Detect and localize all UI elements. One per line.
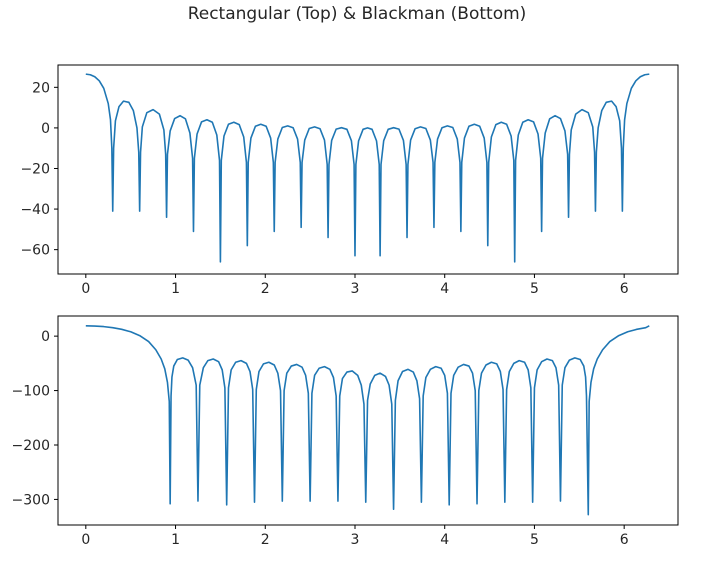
x-tick-label: 4 <box>440 281 449 297</box>
x-tick-label: 6 <box>620 281 629 297</box>
x-tick-label: 1 <box>171 532 180 548</box>
figure-title: Rectangular (Top) & Blackman (Bottom) <box>188 4 527 24</box>
x-tick-label: 1 <box>171 281 180 297</box>
x-tick-label: 3 <box>351 532 360 548</box>
y-tick-label: −200 <box>12 438 50 454</box>
x-tick-label: 2 <box>261 281 270 297</box>
axes-frame <box>57 315 679 526</box>
y-tick-label: 20 <box>32 80 50 96</box>
x-tick-label: 0 <box>81 281 90 297</box>
x-tick-label: 5 <box>530 281 539 297</box>
x-tick-label: 5 <box>530 532 539 548</box>
y-tick-label: 0 <box>41 329 50 345</box>
y-tick-label: 0 <box>41 121 50 137</box>
top-axes: 0 1 2 3 4 5 6 20 0 −20 −40 −60 <box>20 64 679 297</box>
x-tick-label: 3 <box>351 281 360 297</box>
bottom-axes: 0 1 2 3 4 5 6 0 −100 −200 −300 <box>12 315 679 548</box>
y-tick-label: −300 <box>12 492 50 508</box>
y-tick-label: −100 <box>12 384 50 400</box>
y-tick-label: −60 <box>20 243 50 259</box>
series-line-bottom-0 <box>85 325 650 516</box>
y-tick-label: −20 <box>20 161 50 177</box>
axes-frame <box>57 64 679 275</box>
x-tick-label: 4 <box>440 532 449 548</box>
x-tick-label: 2 <box>261 532 270 548</box>
series-line-top-0 <box>85 73 650 263</box>
x-tick-label: 0 <box>81 532 90 548</box>
x-tick-label: 6 <box>620 532 629 548</box>
y-tick-label: −40 <box>20 202 50 218</box>
